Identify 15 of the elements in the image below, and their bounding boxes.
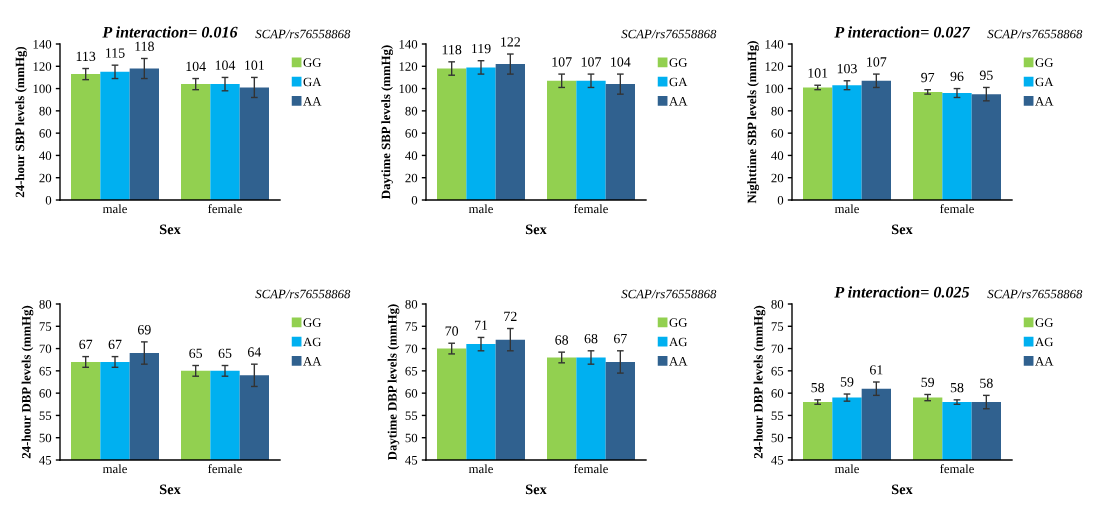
bar	[100, 71, 130, 200]
bar	[129, 68, 159, 200]
bar	[547, 80, 577, 200]
text: P interaction= 0.025	[834, 286, 970, 298]
bar	[495, 64, 525, 200]
bar	[576, 80, 606, 200]
bar	[239, 87, 269, 200]
bar	[181, 84, 211, 200]
bar	[437, 68, 467, 200]
bar	[71, 74, 101, 200]
text: P interaction= 0.016	[102, 26, 238, 38]
bar	[210, 84, 240, 200]
text: P interaction= 0.027	[834, 26, 971, 38]
bar	[466, 67, 496, 200]
bar	[605, 84, 635, 200]
